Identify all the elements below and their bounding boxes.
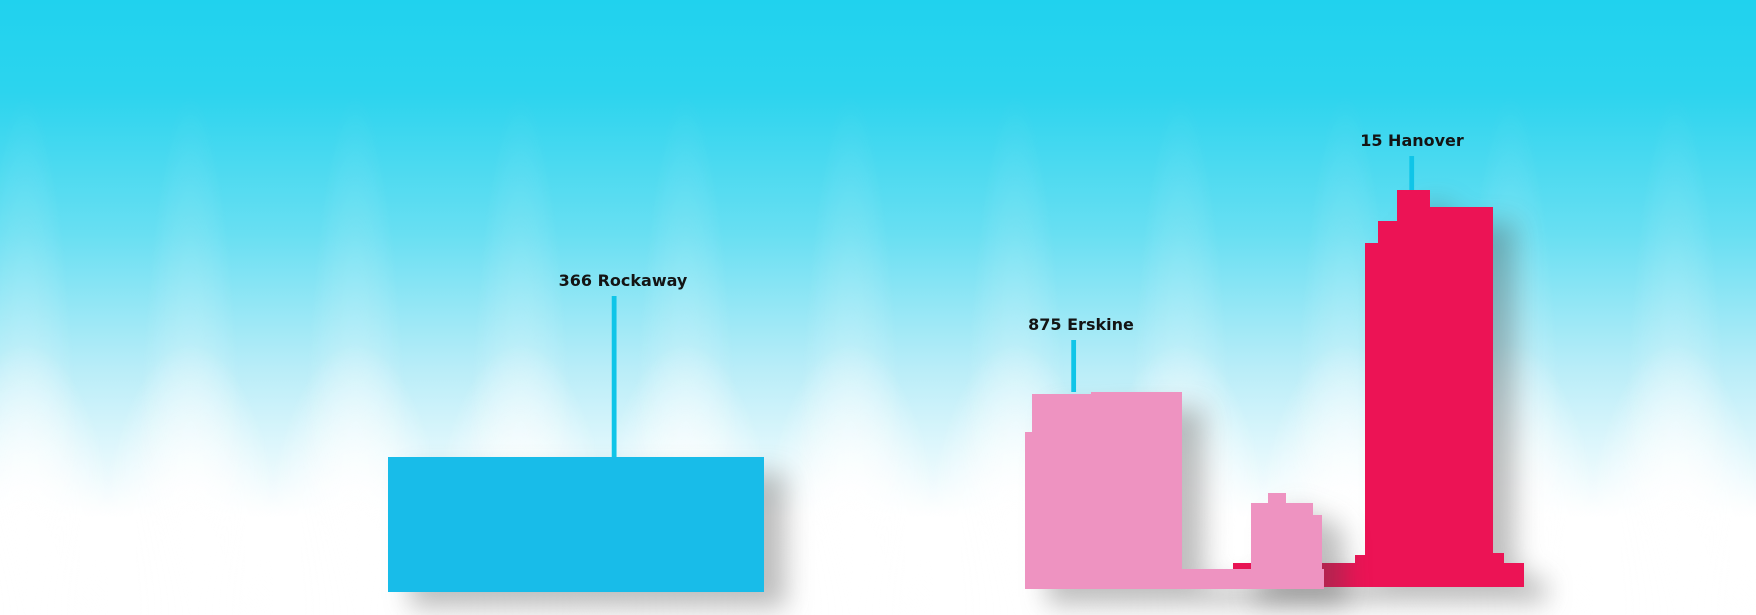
building-15-hanover-shape bbox=[1233, 190, 1524, 587]
leader-line-15-hanover bbox=[1409, 156, 1415, 190]
callout-15-hanover: 15 Hanover bbox=[1360, 131, 1464, 190]
building-label-15-hanover: 15 Hanover bbox=[1360, 131, 1464, 150]
leader-line-366-rockaway bbox=[611, 296, 617, 457]
leader-line-15-hanover-rect bbox=[1409, 156, 1415, 190]
building-366-rockaway-shape bbox=[388, 457, 764, 592]
building-label-366-rockaway: 366 Rockaway bbox=[558, 271, 688, 290]
building-875-erskine-shape bbox=[1025, 392, 1324, 589]
leader-line-875-erskine-rect bbox=[1071, 340, 1077, 392]
callout-366-rockaway: 366 Rockaway bbox=[550, 271, 687, 457]
leader-line-875-erskine bbox=[1071, 340, 1077, 392]
callout-875-erskine: 875 Erskine bbox=[1021, 315, 1134, 392]
leader-line-366-rockaway-rect bbox=[611, 296, 617, 457]
building-label-875-erskine: 875 Erskine bbox=[1028, 315, 1134, 334]
